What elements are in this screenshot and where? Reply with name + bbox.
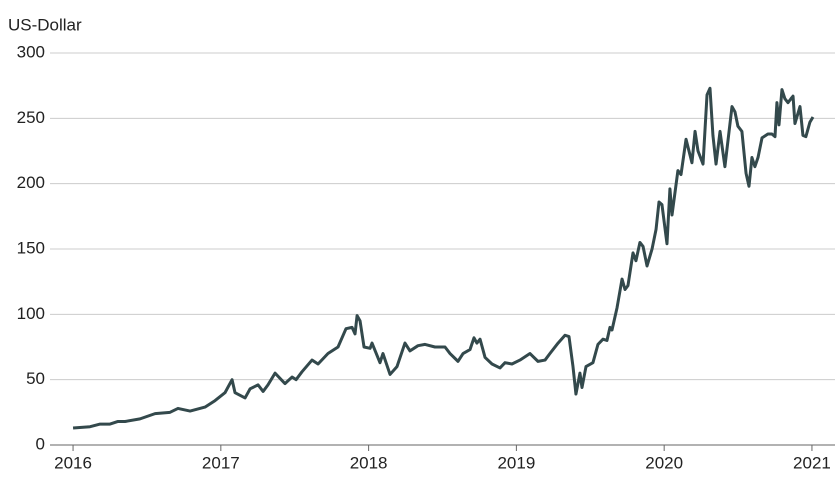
y-tick-label: 150 (17, 238, 45, 257)
x-tick-label: 2019 (497, 453, 535, 472)
y-axis-label: US-Dollar (8, 15, 82, 34)
x-tick-label: 2017 (202, 453, 240, 472)
y-tick-label: 50 (26, 369, 45, 388)
y-tick-label: 0 (36, 434, 45, 453)
y-tick-label: 250 (17, 108, 45, 127)
x-tick-label: 2018 (350, 453, 388, 472)
x-tick-label: 2020 (645, 453, 683, 472)
price-line (72, 86, 815, 430)
y-tick-label: 200 (17, 173, 45, 192)
x-tick-label: 2021 (793, 453, 831, 472)
y-tick-label: 300 (17, 42, 45, 61)
y-tick-label: 100 (17, 304, 45, 323)
x-tick-label: 2016 (54, 453, 92, 472)
